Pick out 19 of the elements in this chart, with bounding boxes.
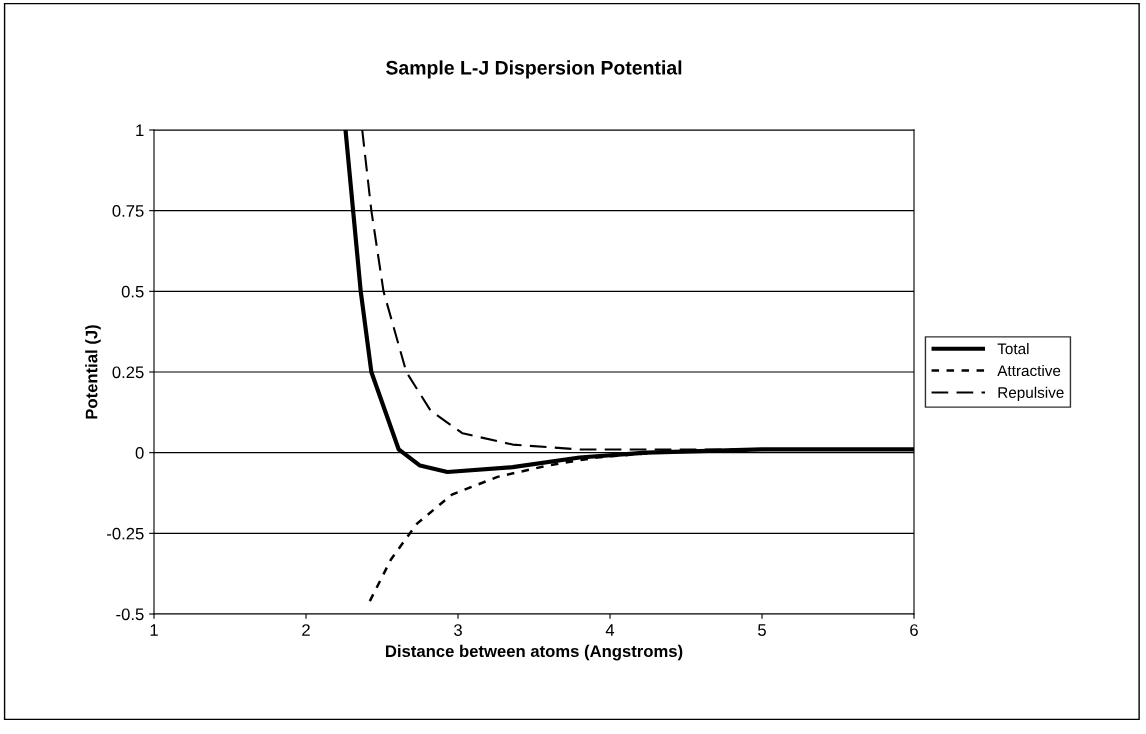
- legend-label: Attractive: [997, 364, 1061, 377]
- y-tick-label: -0.5: [116, 608, 144, 621]
- y-tick-label: 0.25: [112, 366, 144, 379]
- y-tick-label: 0.75: [112, 205, 144, 217]
- y-tick-label: 0: [135, 447, 144, 459]
- legend-label: Total: [997, 343, 1029, 355]
- x-tick-label: 4: [605, 624, 615, 636]
- x-tick-label: 6: [910, 624, 918, 636]
- x-tick-label: 5: [758, 624, 766, 636]
- x-axis-title: Distance between atoms (Angstroms): [386, 644, 683, 661]
- y-tick-label: -0.25: [107, 527, 144, 540]
- x-tick-label: 3: [454, 624, 462, 636]
- y-axis-title: Potential (J): [85, 325, 101, 419]
- y-tick-label: 1: [136, 124, 144, 137]
- legend-label: Repulsive: [998, 386, 1064, 401]
- chart-title: Sample L-J Dispersion Potential: [386, 60, 682, 79]
- x-tick-label: 1: [150, 624, 158, 636]
- y-tick-label: 0.5: [121, 285, 144, 298]
- x-tick-label: 2: [302, 624, 310, 636]
